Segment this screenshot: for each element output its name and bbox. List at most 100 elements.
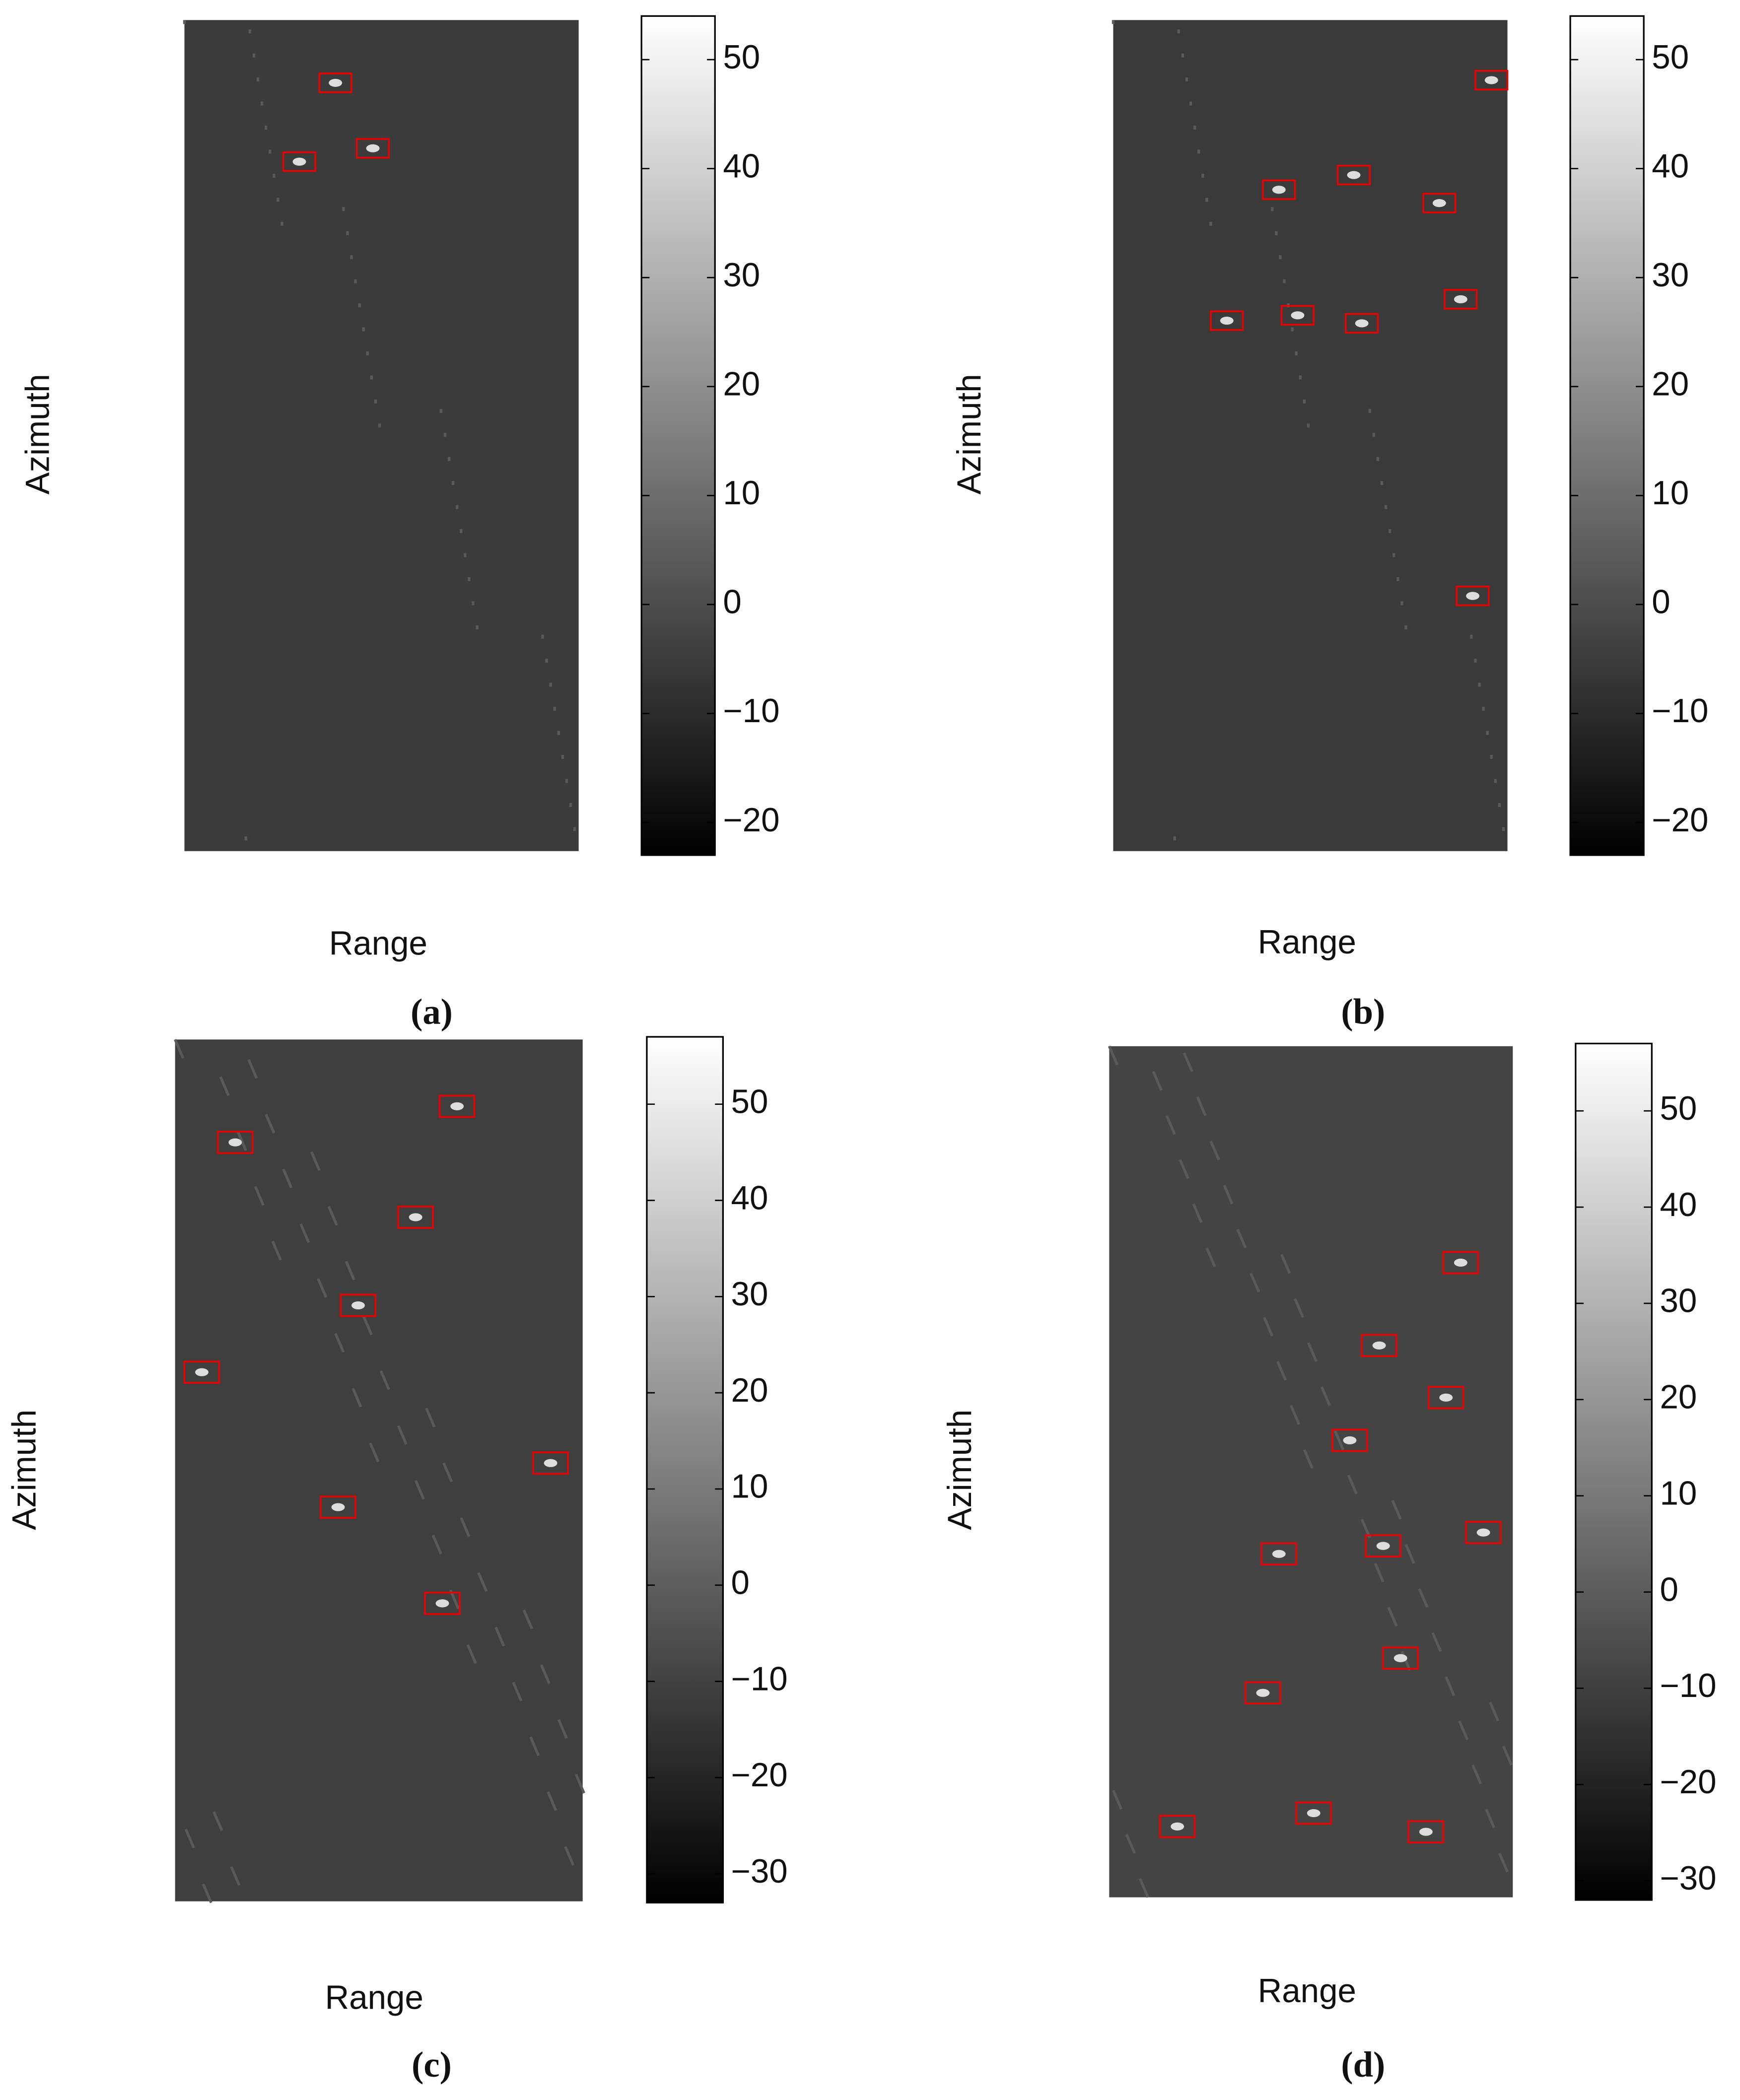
- x-axis-label: Range: [325, 1979, 423, 2017]
- target: [329, 78, 343, 87]
- colorbar-tick-label: 20: [723, 366, 760, 403]
- panel-caption: (b): [1341, 992, 1385, 1032]
- detection-box: [1295, 1801, 1332, 1825]
- target: [1307, 1809, 1321, 1818]
- colorbar-tick-label: 10: [1660, 1475, 1697, 1512]
- detection-box: [1407, 1820, 1445, 1844]
- texture: [1458, 1720, 1469, 1741]
- colorbar-tick-label: 50: [731, 1083, 768, 1120]
- target: [1439, 1393, 1453, 1402]
- y-axis-label: Azimuth: [941, 1410, 978, 1530]
- colorbar-tick-label: −10: [723, 692, 779, 730]
- detection-box: [1382, 1646, 1419, 1670]
- target: [366, 144, 380, 152]
- texture: [317, 1278, 328, 1298]
- y-axis-label: Azimuth: [19, 374, 57, 494]
- detection-box: [1245, 1681, 1281, 1705]
- texture: [310, 1151, 321, 1171]
- detection-box: [1442, 1251, 1479, 1275]
- colorbar-tick-label: 40: [1660, 1186, 1697, 1223]
- target: [409, 1213, 422, 1221]
- target: [1347, 171, 1361, 179]
- texture: [1418, 1588, 1429, 1608]
- texture: [522, 1609, 533, 1629]
- target: [1432, 199, 1446, 207]
- texture: [1183, 1052, 1193, 1073]
- x-axis-label: Range: [329, 925, 427, 962]
- detection-box: [340, 1293, 377, 1317]
- texture: [1152, 1071, 1163, 1091]
- texture: [547, 1791, 557, 1811]
- detection-box: [1444, 289, 1478, 310]
- colorbar-tick-label: −20: [1660, 1763, 1716, 1801]
- texture: [1294, 1298, 1305, 1318]
- colorbar: [1569, 15, 1645, 856]
- texture: [1498, 1852, 1509, 1873]
- detection-box: [1428, 1386, 1464, 1410]
- target: [228, 1138, 242, 1147]
- texture: [1502, 1746, 1513, 1766]
- target: [1466, 592, 1480, 600]
- texture: [1250, 1273, 1260, 1293]
- detection-box: [217, 1131, 254, 1154]
- panel: 50 40 30 20 10 0 −10 −20 Azimuth Range (a): [19, 15, 780, 1032]
- texture: [174, 1039, 185, 1059]
- texture: [1125, 1834, 1136, 1854]
- detection-box: [320, 1495, 356, 1519]
- target: [1454, 1258, 1467, 1267]
- y-axis-label: Azimuth: [951, 374, 988, 494]
- texture: [529, 1736, 540, 1757]
- texture: [1471, 1764, 1482, 1784]
- panel: 50 40 30 20 10 0 −10 −20 −30 Azimuth Range (c): [6, 1036, 788, 2085]
- target: [195, 1368, 209, 1376]
- texture: [184, 1829, 195, 1849]
- detection-box: [1210, 310, 1244, 331]
- texture: [362, 1315, 373, 1336]
- texture: [1404, 1544, 1415, 1564]
- texture: [1445, 1676, 1456, 1696]
- texture: [369, 1442, 380, 1463]
- texture: [512, 1682, 523, 1701]
- panel: 50 40 30 20 10 0 −10 −20 −30 Azimuth Range (d): [941, 1042, 1717, 2085]
- target: [1343, 1436, 1357, 1445]
- texture: [1391, 1500, 1402, 1520]
- texture: [1112, 1790, 1123, 1810]
- detection-box: [1260, 1542, 1297, 1566]
- detection-box: [1262, 179, 1296, 200]
- colorbar-tick-label: −10: [1660, 1667, 1716, 1704]
- target: [1484, 76, 1498, 84]
- colorbar-tick-label: 30: [1652, 257, 1689, 294]
- texture: [1179, 1159, 1189, 1179]
- target: [544, 1459, 557, 1467]
- colorbar-tick-label: 0: [723, 584, 741, 621]
- target: [450, 1102, 464, 1111]
- colorbar-tick-label: 10: [1652, 474, 1689, 512]
- detection-box: [1465, 1521, 1502, 1544]
- texture: [1276, 1361, 1287, 1381]
- texture: [564, 1846, 575, 1866]
- texture: [1347, 1474, 1358, 1494]
- colorbar-tick-label: 20: [1660, 1379, 1697, 1416]
- target: [1372, 1341, 1386, 1350]
- detection-box: [1345, 313, 1379, 334]
- colorbar-tick-label: 40: [731, 1179, 768, 1217]
- texture: [442, 1462, 453, 1483]
- sar-image: [175, 1039, 583, 1901]
- detection-box: [1361, 1334, 1397, 1357]
- texture: [212, 1811, 223, 1831]
- texture: [1303, 1449, 1314, 1469]
- texture: [425, 1408, 436, 1428]
- texture: [219, 1076, 230, 1096]
- detection-box: [356, 138, 390, 159]
- texture: [431, 1535, 442, 1555]
- texture: [271, 1240, 282, 1261]
- panel: 50 40 30 20 10 0 −10 −20 Azimuth Range (b): [951, 15, 1708, 1032]
- texture: [1290, 1405, 1301, 1425]
- target: [1393, 1654, 1407, 1662]
- texture: [1236, 1228, 1247, 1249]
- colorbar-tick-label: 20: [1652, 366, 1689, 403]
- texture: [334, 1333, 345, 1353]
- colorbar-tick-label: 0: [1660, 1571, 1678, 1608]
- colorbar: [640, 15, 716, 856]
